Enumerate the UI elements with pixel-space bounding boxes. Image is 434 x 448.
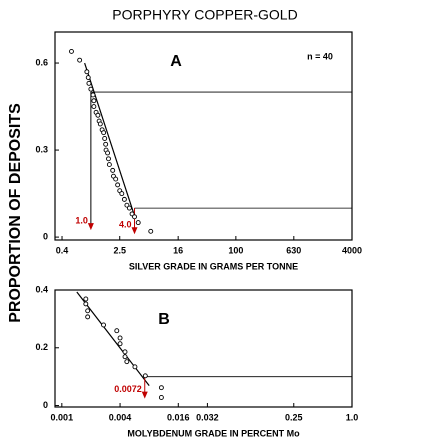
- data-point: [135, 220, 141, 226]
- data-point: [102, 136, 108, 141]
- panel-label: A: [170, 53, 182, 70]
- data-point: [132, 364, 138, 370]
- data-point: [114, 328, 120, 334]
- data-point: [91, 104, 97, 110]
- x-tick-label: 0.032: [196, 412, 219, 422]
- data-point: [101, 130, 107, 136]
- data-point: [119, 191, 125, 197]
- data-point: [113, 176, 119, 182]
- data-point: [148, 228, 154, 234]
- data-point: [85, 314, 91, 320]
- arrow-head: [87, 223, 94, 231]
- data-point: [122, 354, 128, 360]
- data-point: [126, 205, 132, 211]
- fit-line: [84, 62, 136, 219]
- data-point: [106, 156, 111, 162]
- data-point: [124, 359, 130, 365]
- x-tick-label: 2.5: [113, 245, 126, 255]
- y-axis-label: PROPORTION OF DEPOSITS: [7, 103, 24, 323]
- x-tick-label: 630: [286, 245, 301, 255]
- x-tick-label: 0.016: [167, 412, 190, 422]
- data-point: [158, 385, 164, 391]
- y-tick-label: 0: [43, 231, 48, 241]
- data-point: [84, 69, 90, 75]
- data-point: [115, 182, 121, 188]
- data-point: [105, 150, 111, 156]
- chart-title: PORPHYRY COPPER-GOLD: [112, 7, 297, 23]
- x-axis-label: MOLYBDENUM GRADE IN PERCENT Mo: [127, 428, 300, 438]
- data-point: [121, 196, 127, 202]
- data-point: [88, 86, 94, 92]
- data-point: [158, 395, 164, 400]
- data-point: [86, 80, 92, 86]
- data-point: [83, 301, 89, 307]
- data-point: [110, 167, 116, 173]
- data-point: [83, 296, 89, 302]
- fit-line: [76, 291, 150, 386]
- data-point: [106, 162, 112, 168]
- plot-frame: [54, 289, 353, 408]
- x-tick-label: 0.25: [285, 412, 303, 422]
- data-point: [122, 349, 128, 355]
- cutoff-label: 4.0: [119, 220, 132, 230]
- data-point: [91, 98, 97, 104]
- data-point: [77, 57, 83, 63]
- y-tick-label: 0.4: [35, 284, 48, 294]
- x-axis-label: SILVER GRADE IN GRAMS PER TONNE: [129, 261, 298, 271]
- plot-frame: [54, 31, 353, 241]
- data-point: [69, 48, 74, 54]
- x-tick-label: 0.4: [56, 245, 69, 255]
- cutoff-label: 0.0072: [114, 384, 142, 394]
- y-tick-label: 0.6: [35, 57, 48, 67]
- data-point: [132, 214, 137, 220]
- data-point: [90, 92, 96, 98]
- data-point: [97, 121, 103, 127]
- x-tick-label: 16: [173, 245, 183, 255]
- data-point: [103, 141, 109, 147]
- x-tick-label: 1.0: [346, 412, 359, 422]
- y-tick-label: 0.3: [35, 144, 48, 154]
- y-tick-label: 0.2: [35, 342, 48, 352]
- data-point: [117, 341, 123, 347]
- arrow-head: [131, 227, 138, 235]
- x-tick-label: 100: [228, 245, 243, 255]
- data-point: [95, 112, 101, 118]
- x-tick-label: 4000: [342, 245, 362, 255]
- note: n = 40: [307, 51, 333, 61]
- data-point: [142, 373, 148, 379]
- cutoff-label: 1.0: [75, 216, 88, 226]
- x-tick-label: 0.004: [109, 412, 132, 422]
- data-point: [85, 308, 91, 314]
- arrow-head: [141, 391, 148, 399]
- data-point: [117, 335, 123, 341]
- data-point: [85, 75, 91, 80]
- y-tick-label: 0: [43, 400, 48, 410]
- panel-label: B: [158, 311, 170, 328]
- data-point: [101, 322, 107, 328]
- x-tick-label: 0.001: [51, 412, 74, 422]
